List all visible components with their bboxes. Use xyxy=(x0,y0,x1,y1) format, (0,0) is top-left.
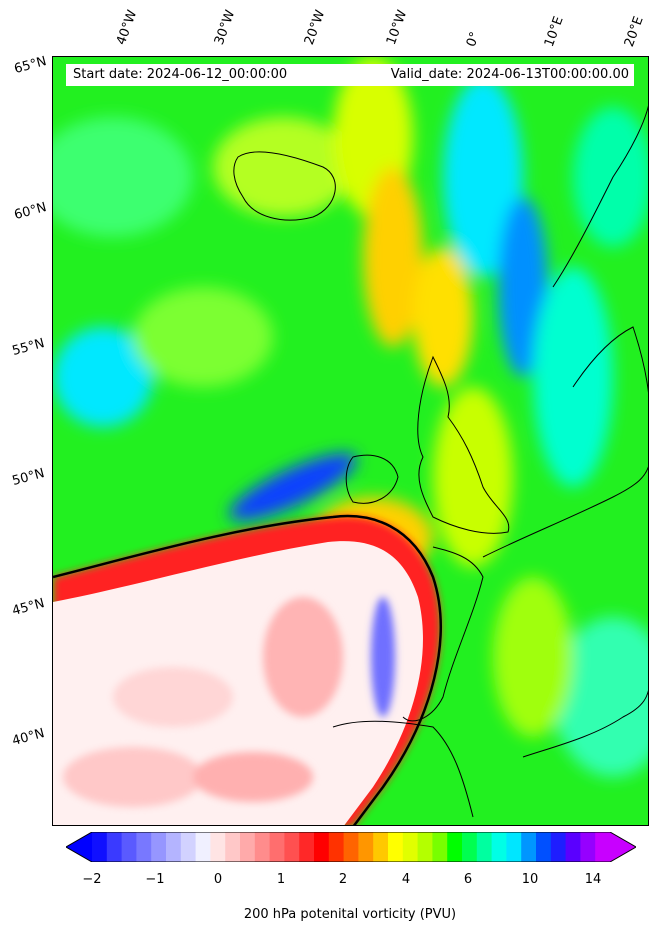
colorbar-over-triangle xyxy=(610,832,636,862)
colorbar-cell xyxy=(402,832,419,862)
colorbar-cell xyxy=(106,832,123,862)
colorbar-cell xyxy=(254,832,271,862)
colorbar-cell xyxy=(328,832,345,862)
field-patches xyxy=(53,57,648,777)
lon-label: 10°E xyxy=(541,14,567,50)
colorbar-tick: −2 xyxy=(82,872,102,887)
tongue-detail xyxy=(63,597,395,807)
valid-date-label: Valid_date: 2024-06-13T00:00:00.00 xyxy=(390,67,629,82)
lat-label: 65°N xyxy=(12,54,49,77)
colorbar-cell xyxy=(343,832,359,862)
lon-label: 30°W xyxy=(211,8,239,47)
colorbar-cell xyxy=(388,832,404,862)
colorbar-tick: −1 xyxy=(145,872,165,887)
potential-vorticity-field xyxy=(53,57,648,825)
colorbar-cell xyxy=(580,832,596,862)
colorbar-cell xyxy=(284,832,300,862)
colorbar-cell xyxy=(210,832,226,862)
lat-label: 45°N xyxy=(10,596,47,619)
lon-label: 40°W xyxy=(113,8,141,47)
lat-label: 55°N xyxy=(10,336,47,359)
colorbar-cell xyxy=(299,832,315,862)
lon-label: 10°W xyxy=(383,8,411,47)
colorbar-cell xyxy=(136,832,152,862)
colorbar-cell xyxy=(491,832,507,862)
colorbar-tick: 1 xyxy=(276,872,286,887)
colorbar-cell xyxy=(151,832,167,862)
colorbar-tick: 0 xyxy=(213,872,223,887)
colorbar-cell xyxy=(506,832,522,862)
colorbar-cell xyxy=(358,832,374,862)
colorbar-cell xyxy=(447,832,463,862)
colorbar-under-triangle xyxy=(66,832,92,862)
lat-label: 40°N xyxy=(10,726,47,749)
2-pvu-contour xyxy=(53,514,442,825)
lat-label: 50°N xyxy=(10,466,47,489)
lon-label: 0° xyxy=(463,29,484,49)
lat-label: 60°N xyxy=(12,200,49,223)
colorbar-cell xyxy=(536,832,552,862)
colorbar-cell xyxy=(432,832,448,862)
colorbar-cell xyxy=(595,832,611,862)
colorbar-cell xyxy=(565,832,581,862)
colorbar-cell xyxy=(166,832,182,862)
colorbar-tick: 4 xyxy=(401,872,411,887)
colorbar-tick: 2 xyxy=(338,872,348,887)
colorbar-cell xyxy=(92,832,108,862)
colorbar-cell xyxy=(417,832,433,862)
colorbar-cell xyxy=(373,832,389,862)
colorbar-cell xyxy=(476,832,493,862)
lon-label: 20°E xyxy=(621,14,647,50)
colorbar-cell xyxy=(225,832,241,862)
lon-label: 20°W xyxy=(301,8,329,47)
colorbar-cell xyxy=(180,832,197,862)
date-info-box: Start date: 2024-06-12_00:00:00 Valid_da… xyxy=(66,64,634,86)
colorbar-label: 200 hPa potenital vorticity (PVU) xyxy=(243,907,457,922)
colorbar-cell xyxy=(550,832,567,862)
colorbar-tick: 14 xyxy=(584,872,602,887)
colorbar-cell xyxy=(195,832,211,862)
colorbar xyxy=(66,832,636,862)
colorbar-tick: 6 xyxy=(463,872,473,887)
colorbar-cell xyxy=(121,832,137,862)
start-date-label: Start date: 2024-06-12_00:00:00 xyxy=(73,67,288,82)
colorbar-tick: 10 xyxy=(521,872,539,887)
colorbar-cell xyxy=(240,832,256,862)
coastlines xyxy=(233,105,648,818)
colorbar-cell xyxy=(314,832,330,862)
map-panel xyxy=(52,56,649,826)
colorbar-cell xyxy=(521,832,537,862)
colorbar-cell xyxy=(462,832,478,862)
colorbar-cell xyxy=(269,832,285,862)
